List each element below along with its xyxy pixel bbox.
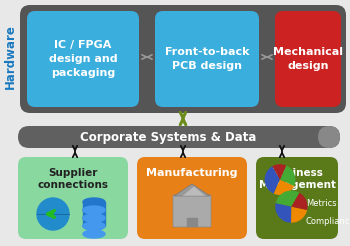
Wedge shape [272,164,286,180]
FancyBboxPatch shape [318,126,340,148]
Bar [83,218,105,226]
Polygon shape [174,184,210,196]
Ellipse shape [83,198,105,206]
Text: Mechanical
design: Mechanical design [273,47,343,71]
FancyBboxPatch shape [137,157,247,239]
Text: Compliance: Compliance [306,216,350,226]
FancyBboxPatch shape [18,157,128,239]
FancyBboxPatch shape [275,11,341,107]
FancyBboxPatch shape [256,157,338,239]
Ellipse shape [83,206,105,214]
Text: Front-to-back
PCB design: Front-to-back PCB design [165,47,249,71]
Text: Supplier
connections: Supplier connections [37,168,108,190]
FancyBboxPatch shape [27,11,139,107]
Wedge shape [280,166,295,186]
Ellipse shape [83,230,105,238]
Wedge shape [274,180,294,195]
Wedge shape [275,203,291,223]
Wedge shape [265,166,280,194]
Text: Business
Management: Business Management [259,168,336,190]
Ellipse shape [83,214,105,222]
Polygon shape [182,186,206,196]
FancyBboxPatch shape [20,5,346,113]
Ellipse shape [83,222,105,230]
Ellipse shape [83,206,105,214]
Text: Corporate Systems & Data: Corporate Systems & Data [80,130,256,143]
Wedge shape [276,191,300,207]
Wedge shape [291,193,307,210]
Text: Metrics: Metrics [306,200,337,209]
Ellipse shape [83,214,105,222]
Circle shape [37,198,69,230]
FancyBboxPatch shape [155,11,259,107]
FancyBboxPatch shape [173,195,211,227]
Wedge shape [291,207,307,223]
FancyBboxPatch shape [18,126,340,148]
Text: Hardware: Hardware [4,25,16,90]
Bar [83,202,105,210]
Text: IC / FPGA
design and
packaging: IC / FPGA design and packaging [49,40,117,78]
Ellipse shape [83,222,105,230]
Bar [83,210,105,218]
Bar [187,218,197,226]
Text: Manufacturing: Manufacturing [146,168,238,178]
